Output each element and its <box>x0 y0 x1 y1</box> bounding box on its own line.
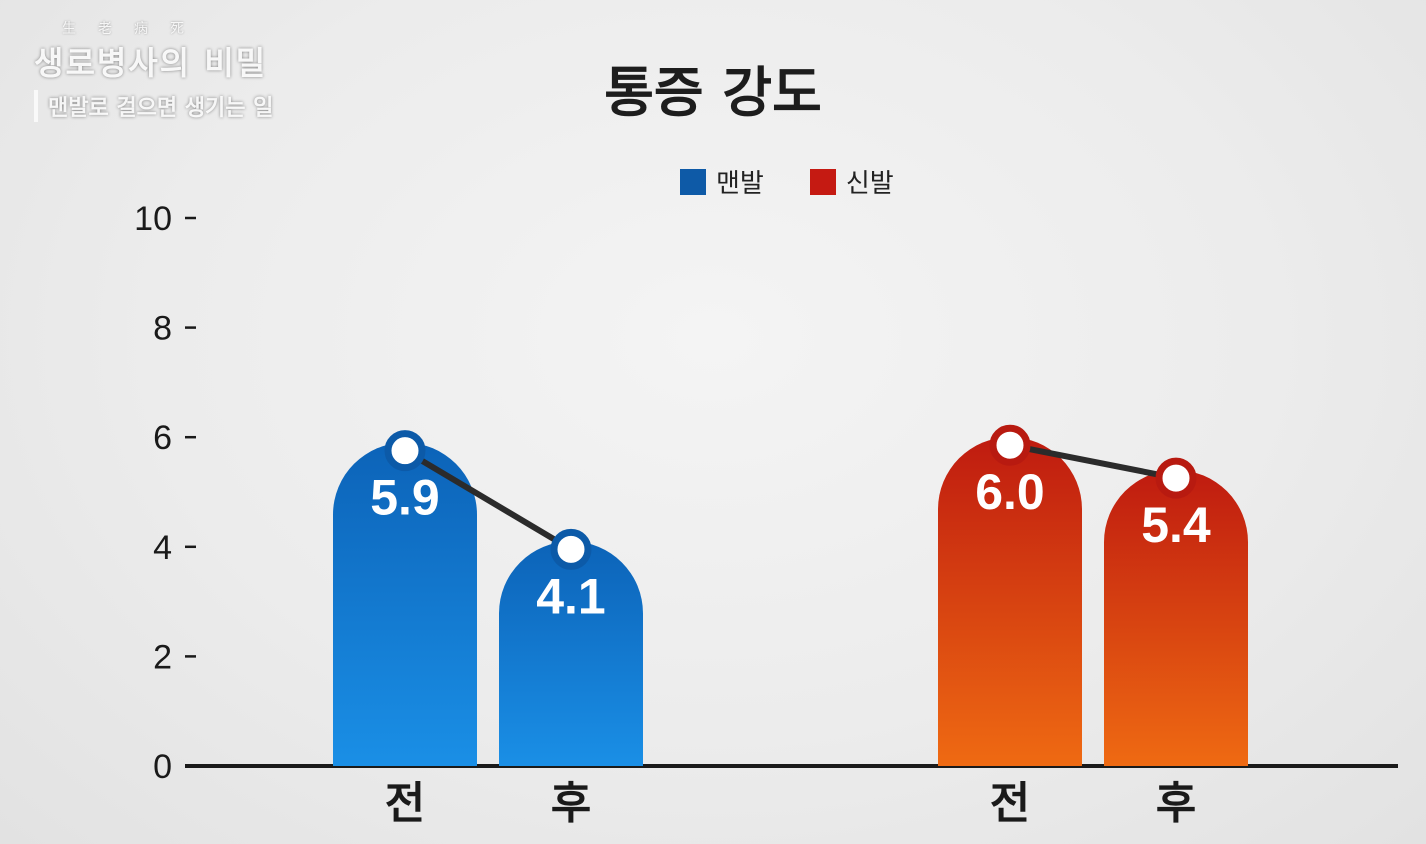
category-label: 전 <box>990 778 1030 829</box>
trend-line <box>402 447 574 553</box>
chart-legend: 맨발 신발 <box>680 163 940 200</box>
chart-title: 통증 강도 <box>604 61 822 124</box>
y-tick-label: 10 <box>134 200 172 238</box>
legend-item-shoes: 신발 <box>809 163 894 200</box>
y-tick-label: 2 <box>153 638 172 676</box>
bar-0-1 <box>499 541 643 766</box>
bar-value-label: 6.0 <box>975 464 1045 520</box>
trend-line <box>1007 442 1179 482</box>
data-point-marker-center <box>398 443 412 458</box>
y-tick-label: 8 <box>153 310 172 348</box>
watermark-title: 생로병사의 비밀 <box>34 44 268 82</box>
bar-value-label: 5.4 <box>1141 497 1211 553</box>
bar-value-label: 4.1 <box>536 568 606 624</box>
y-tick-label: 4 <box>153 529 172 567</box>
category-label: 후 <box>551 778 591 829</box>
watermark-subtitle: 맨발로 걸으면 생기는 일 <box>34 90 273 122</box>
bar-value-label: 5.9 <box>370 470 440 526</box>
bar-1-0 <box>938 437 1082 766</box>
category-label: 후 <box>1156 778 1196 829</box>
data-point-marker-center <box>1003 438 1017 453</box>
legend-swatch-shoes <box>809 168 836 195</box>
legend-label-barefoot: 맨발 <box>716 169 764 199</box>
watermark-hanja: 生老病死 <box>62 21 206 37</box>
y-tick-label: 0 <box>153 748 172 786</box>
program-watermark: 生老病死 생로병사의 비밀 맨발로 걸으면 생기는 일 <box>34 18 273 122</box>
legend-label-shoes: 신발 <box>845 169 894 199</box>
category-label: 전 <box>385 778 425 829</box>
data-point-marker-center <box>564 542 578 557</box>
y-tick-label: 6 <box>153 419 172 457</box>
data-point-marker-center <box>1169 471 1183 486</box>
legend-item-barefoot: 맨발 <box>680 163 764 200</box>
legend-swatch-barefoot <box>680 168 706 195</box>
bar-0-0 <box>333 442 477 766</box>
bar-1-1 <box>1104 470 1248 766</box>
